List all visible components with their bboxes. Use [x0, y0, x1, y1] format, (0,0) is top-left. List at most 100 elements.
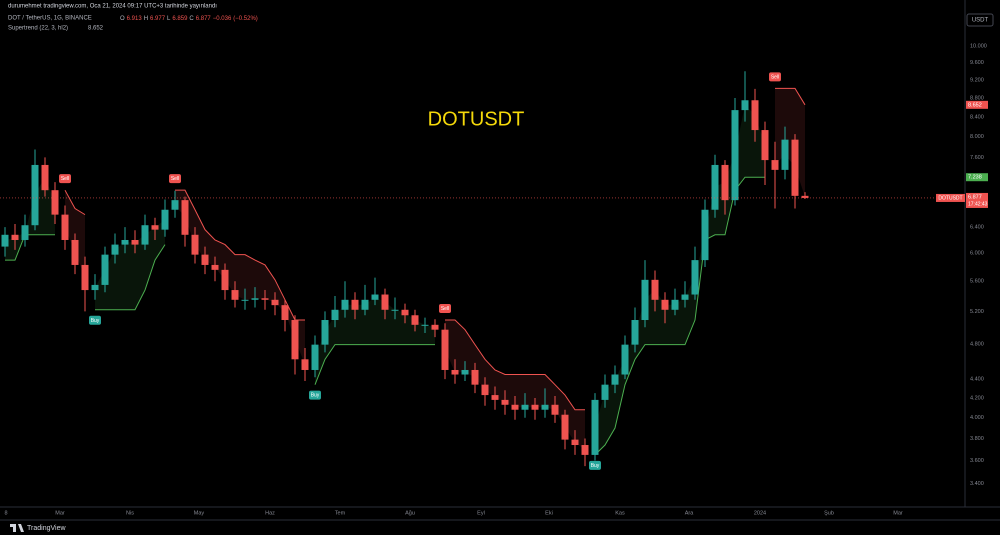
- x-tick-label: Mar: [55, 510, 65, 516]
- x-tick-label: Haz: [265, 510, 275, 516]
- ohlc-value: 6.977: [150, 16, 166, 22]
- candle-body: [161, 209, 169, 230]
- supertrend-line: [95, 244, 166, 311]
- ohlc-label: H: [144, 16, 148, 22]
- x-tick-label: Nis: [126, 510, 134, 516]
- ohlc-value: 6.913: [127, 16, 143, 22]
- candle-body: [471, 369, 479, 385]
- y-tick-label: 8.400: [970, 114, 984, 120]
- supertrend-line: [314, 344, 435, 385]
- candle-body: [41, 164, 49, 191]
- supertrend-up-badge: 7.238: [968, 175, 982, 181]
- currency-box: [966, 13, 994, 27]
- candle-body: [581, 445, 589, 455]
- candle-body: [361, 299, 369, 310]
- supertrend-line: [64, 189, 86, 216]
- candle-body: [81, 264, 89, 291]
- y-tick-label: 8.800: [970, 95, 984, 101]
- ohlc-value: 6.859: [172, 16, 188, 22]
- candle-body: [631, 320, 639, 345]
- ohlc-legend: O 6.913 H 6.977 L 6.859 C 6.877 −0.036 (−0.52%): [120, 16, 258, 22]
- candle-body: [691, 260, 699, 295]
- candle-body: [261, 298, 269, 300]
- candle-body: [171, 200, 179, 210]
- signal-label: Sell: [771, 74, 779, 80]
- indicator-value: 8.652: [88, 26, 104, 32]
- candle-body: [311, 344, 319, 370]
- signal-label: Sell: [171, 176, 179, 182]
- candle-body: [131, 239, 139, 245]
- candle-body: [771, 160, 779, 170]
- supertrend-down-badge-box: [966, 100, 988, 109]
- candle-body: [401, 309, 409, 316]
- y-tick-label: 4.800: [970, 341, 984, 347]
- candle-body: [451, 369, 459, 375]
- candle-body: [211, 264, 219, 270]
- candle-body: [231, 290, 239, 300]
- symbol-badge-box: [936, 193, 965, 202]
- candle-body: [71, 239, 79, 265]
- candle-body: [791, 139, 799, 196]
- countdown: 17:42:43: [968, 201, 988, 207]
- signal-badge: [769, 72, 781, 82]
- candle-body: [611, 374, 619, 385]
- candle-body: [321, 320, 329, 345]
- signal-badge: [169, 174, 181, 184]
- ohlc-label: C: [189, 16, 194, 22]
- candle-body: [21, 225, 29, 240]
- last-price: 6.877: [968, 194, 982, 200]
- signal-badge: [309, 390, 321, 400]
- candle-body: [431, 324, 439, 330]
- candle-body: [521, 404, 529, 410]
- candle-body: [651, 279, 659, 300]
- x-tick-label: May: [194, 510, 205, 516]
- x-tick-label: Eyl: [477, 510, 485, 516]
- candle-body: [621, 344, 629, 375]
- candle-body: [421, 324, 429, 326]
- candle-body: [561, 414, 569, 440]
- candle-body: [441, 329, 449, 370]
- candle-body: [501, 399, 509, 405]
- candle-body: [461, 369, 469, 375]
- candle-body: [61, 214, 69, 240]
- signal-label: Buy: [591, 463, 600, 469]
- x-tick-label: Tem: [335, 510, 346, 516]
- candle-body: [601, 384, 609, 400]
- supertrend-up-badge-box: [966, 173, 988, 182]
- candle-body: [221, 269, 229, 291]
- candle-body: [201, 254, 209, 265]
- symbol-badge: DOTUSDT: [938, 195, 962, 201]
- candle-body: [491, 395, 499, 400]
- candle-body: [391, 309, 399, 311]
- supertrend-line: [5, 234, 55, 261]
- candle-body: [571, 439, 579, 446]
- change: −0.036: [213, 16, 232, 22]
- candle-body: [91, 284, 99, 291]
- signal-badge: [59, 174, 71, 184]
- candle-body: [301, 359, 309, 370]
- x-tick-label: Eki: [545, 510, 553, 516]
- ohlc-label: L: [167, 16, 171, 22]
- last-price-badge: [966, 192, 988, 208]
- supertrend-line: [175, 189, 305, 321]
- y-tick-label: 9.200: [970, 77, 984, 83]
- x-tick-label: Mar: [893, 510, 903, 516]
- y-tick-label: 9.600: [970, 60, 984, 66]
- trend-fill: [175, 190, 305, 365]
- y-tick-label: 6.400: [970, 225, 984, 231]
- candle-body: [271, 299, 279, 306]
- x-tick-label: 8: [4, 510, 7, 516]
- candle-body: [731, 110, 739, 201]
- ohlc-label: O: [120, 16, 125, 22]
- candle-body: [291, 320, 299, 360]
- y-tick-label: 3.800: [970, 436, 984, 442]
- y-tick-label: 3.600: [970, 458, 984, 464]
- supertrend-down-badge: 8.652: [968, 102, 982, 108]
- candle-body: [531, 404, 539, 410]
- y-tick-label: 4.200: [970, 395, 984, 401]
- x-tick-label: Şub: [824, 510, 834, 516]
- candle-body: [781, 139, 789, 170]
- candle-body: [541, 404, 549, 410]
